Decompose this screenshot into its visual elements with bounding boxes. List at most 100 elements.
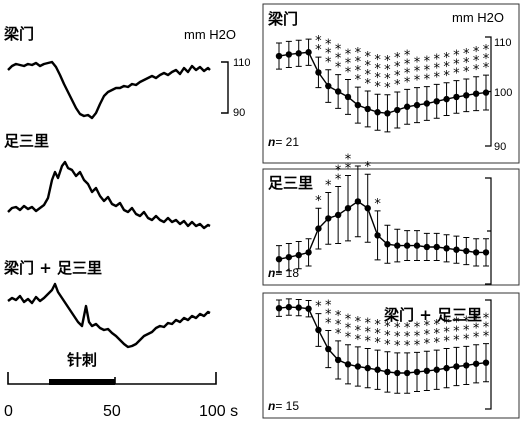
significance-star: *	[424, 319, 431, 334]
data-point	[295, 304, 302, 311]
panel-1-ytick-110: 110	[494, 37, 512, 49]
data-point	[433, 98, 440, 105]
significance-star: *	[325, 299, 332, 314]
significance-star: *	[453, 324, 460, 339]
significance-star: *	[335, 309, 342, 324]
data-point	[305, 249, 312, 256]
data-point	[443, 245, 450, 252]
significance-star: *	[443, 60, 450, 75]
significance-star: *	[374, 197, 381, 212]
data-point	[423, 243, 431, 251]
data-point	[344, 361, 352, 368]
significance-star: *	[394, 69, 401, 84]
significance-star: *	[315, 194, 322, 209]
significance-star: *	[414, 329, 421, 344]
significance-star: *	[325, 47, 332, 62]
time-tick-0: 0	[4, 403, 13, 420]
panel-3-series: ****************************************…	[275, 298, 490, 394]
significance-star: *	[414, 338, 421, 353]
scale-bar	[221, 61, 229, 114]
panel-1-frame	[262, 3, 520, 164]
significance-star: *	[384, 81, 391, 96]
significance-star: *	[404, 57, 411, 72]
panel-2-n-symbol: n	[268, 266, 275, 280]
panel-2-n-label: n= 18	[268, 266, 299, 280]
significance-star: *	[345, 322, 352, 337]
data-point	[285, 51, 293, 58]
significance-star: *	[355, 46, 362, 61]
data-point	[275, 304, 283, 312]
panel-1-n-label: n= 21	[268, 135, 299, 149]
significance-star: *	[345, 331, 352, 346]
significance-star: *	[355, 55, 362, 70]
data-point	[433, 243, 440, 251]
significance-star: *	[355, 324, 362, 339]
significance-star: *	[443, 69, 450, 84]
significance-star: *	[404, 339, 411, 354]
data-point	[315, 69, 322, 76]
significance-star: *	[384, 329, 391, 344]
data-point	[423, 100, 431, 107]
data-point	[443, 95, 450, 103]
data-point	[472, 360, 480, 367]
significance-star: *	[433, 327, 440, 342]
significance-star: *	[473, 313, 480, 328]
significance-star: *	[453, 49, 460, 64]
significance-star: *	[355, 315, 362, 330]
significance-star: *	[374, 80, 381, 95]
significance-star: *	[404, 66, 411, 81]
data-point	[482, 359, 490, 366]
time-tick-100: 100 s	[199, 403, 238, 420]
data-point	[384, 241, 391, 248]
significance-star: *	[355, 333, 362, 348]
data-point	[413, 242, 421, 249]
data-point	[275, 256, 283, 263]
significance-star: *	[473, 54, 480, 69]
data-point	[433, 366, 440, 373]
data-point	[354, 101, 362, 109]
panel-3-n-value: = 15	[275, 399, 299, 413]
panel-3-y-scale	[485, 299, 492, 410]
scale-tick-110: 110	[233, 57, 251, 69]
raw-trace-2	[7, 160, 211, 230]
significance-star: *	[424, 328, 431, 343]
significance-star: *	[364, 160, 371, 175]
data-point	[334, 356, 342, 364]
data-point	[472, 90, 480, 97]
significance-star: *	[364, 326, 371, 341]
significance-star: *	[483, 330, 490, 345]
panel-1-series: ****************************************…	[275, 34, 490, 133]
significance-star: *	[345, 313, 352, 328]
significance-star: *	[325, 179, 332, 194]
significance-star: *	[364, 50, 371, 65]
data-point	[394, 369, 401, 377]
data-point	[482, 89, 490, 96]
significance-star: *	[443, 326, 450, 341]
significance-star: *	[345, 162, 352, 177]
significance-star: *	[335, 172, 342, 187]
data-point	[413, 101, 421, 109]
left-panel: 梁门 mm H2O 110 90 足三里 梁门 + 足三里 针刺 0 50 10…	[3, 25, 251, 420]
significance-star: *	[433, 61, 440, 76]
panel-2-n-value: = 18	[275, 266, 299, 280]
data-point	[325, 345, 332, 353]
significance-star: *	[404, 321, 411, 336]
significance-star: *	[384, 63, 391, 78]
significance-star: *	[463, 56, 470, 71]
significance-star: *	[424, 64, 431, 79]
left-trace-1-label: 梁门	[3, 25, 34, 43]
panel-1-ytick-90: 90	[494, 141, 506, 153]
significance-star: *	[394, 60, 401, 75]
series-line	[278, 306, 487, 374]
significance-star: *	[335, 163, 342, 178]
data-point	[384, 110, 391, 117]
data-point	[354, 198, 362, 205]
data-point	[423, 367, 431, 375]
significance-star: *	[433, 336, 440, 351]
significance-star: *	[404, 75, 411, 90]
significance-star: *	[384, 320, 391, 335]
data-point	[295, 50, 302, 57]
data-point	[354, 363, 362, 370]
significance-star: *	[315, 300, 322, 315]
